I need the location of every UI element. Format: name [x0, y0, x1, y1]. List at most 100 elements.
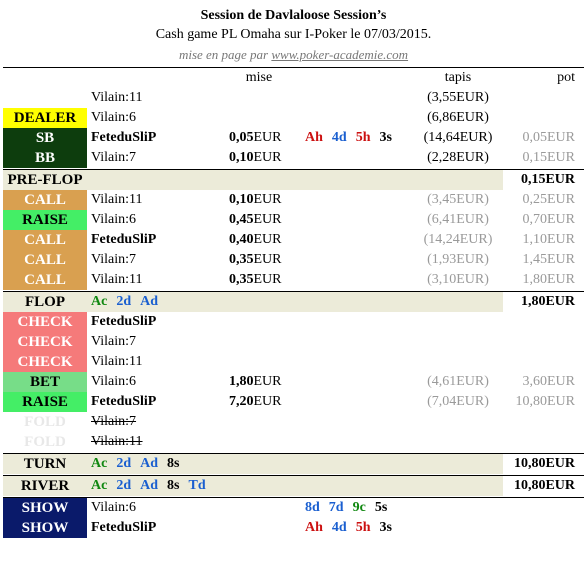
row-divider [3, 497, 584, 498]
card: 8s [167, 478, 180, 493]
street-pot: 10,80EUR [503, 476, 584, 496]
player-name: Vilain:6 [91, 374, 137, 389]
credit-link[interactable]: www.poker-academie.com [271, 47, 409, 62]
card: 7d [328, 500, 344, 515]
pot-value: 1,10EUR [522, 232, 576, 247]
card: 5h [355, 130, 371, 145]
action-badge: CHECK [3, 312, 87, 332]
table-row: CHECK FeteduSliP [3, 312, 584, 332]
stack-value: (14,64EUR) [423, 130, 493, 145]
card: 2d [116, 456, 132, 471]
table-row: FOLD Vilain:11 [3, 432, 584, 452]
bet-value: 0,05 [229, 130, 254, 145]
bet-amount: 1,80EUR [229, 372, 282, 392]
card: Ah [305, 520, 323, 535]
stack-value: (3,45EUR) [427, 192, 489, 207]
action-badge: SHOW [3, 498, 87, 518]
pot-value: 1,45EUR [522, 252, 576, 267]
row-divider [3, 169, 584, 170]
row-divider [3, 453, 584, 454]
card: 4d [331, 130, 347, 145]
street-name: PRE-FLOP [7, 172, 83, 188]
credit-prefix: mise en page par [178, 47, 272, 62]
col-mise: mise [245, 70, 273, 85]
action-badge: CHECK [3, 352, 87, 372]
player-name: FeteduSliP [91, 394, 157, 409]
player-name: FeteduSliP [91, 232, 157, 247]
stack-value: (3,10EUR) [427, 272, 489, 287]
player-name: FeteduSliP [91, 314, 157, 329]
card: 5h [355, 520, 371, 535]
hand-title: Session de Davlaloose Session’s [200, 8, 387, 23]
street-header: FLOP Ac 2d Ad 1,80EUR [3, 292, 584, 312]
card-group: Ac 2d Ad [91, 292, 167, 312]
card-group: Ah 4d 5h 3s [305, 518, 401, 538]
stack-value: (6,41EUR) [427, 212, 489, 227]
card-group: Ac 2d Ad 8s Td [91, 476, 215, 496]
player-name: Vilain:11 [91, 434, 143, 449]
table-row: SHOW FeteduSliP Ah 4d 5h 3s [3, 518, 584, 538]
bet-unit: EUR [253, 150, 282, 165]
player-name: Vilain:7 [91, 414, 137, 429]
bet-amount: 0,05EUR [229, 128, 282, 148]
player-name: FeteduSliP [91, 520, 157, 535]
table-row: CHECK Vilain:11 [3, 352, 584, 372]
card: 8s [167, 456, 180, 471]
table-row: SHOW Vilain:6 8d 7d 9c 5s [3, 498, 584, 518]
player-name: Vilain:7 [91, 150, 137, 165]
row-divider [3, 475, 584, 476]
bet-value: 1,80 [229, 374, 254, 389]
table-row: FOLD Vilain:7 [3, 412, 584, 432]
pot-value: 0,70EUR [522, 212, 576, 227]
card-group: 8d 7d 9c 5s [305, 498, 396, 518]
player-name: Vilain:11 [91, 90, 143, 105]
card: Td [188, 478, 206, 493]
card: Ac [91, 478, 108, 493]
table-row: BB Vilain:7 0,10EUR (2,28EUR) 0,15EUR [3, 148, 584, 168]
action-badge: FOLD [24, 414, 66, 430]
bet-unit: EUR [253, 394, 282, 409]
player-name: Vilain:6 [91, 500, 137, 515]
top-divider [3, 67, 584, 68]
table-row: BET Vilain:6 1,80EUR (4,61EUR) 3,60EUR [3, 372, 584, 392]
table-row: CHECK Vilain:7 [3, 332, 584, 352]
pot-value: 10,80EUR [515, 394, 576, 409]
bet-unit: EUR [253, 212, 282, 227]
col-tapis: tapis [444, 70, 472, 85]
stack-value: (2,28EUR) [427, 150, 489, 165]
bet-amount: 0,45EUR [229, 210, 282, 230]
hand-subtitle: Cash game PL Omaha sur I-Poker le 07/03/… [155, 27, 432, 42]
street-name: TURN [23, 456, 67, 472]
player-name: Vilain:11 [91, 354, 143, 369]
table-row: Vilain:11 (3,55EUR) [3, 88, 584, 108]
street-pot: 10,80EUR [503, 454, 584, 474]
card: 4d [331, 520, 347, 535]
action-badge: SB [3, 128, 87, 148]
player-name: Vilain:6 [91, 110, 137, 125]
bet-amount: 0,35EUR [229, 250, 282, 270]
bet-unit: EUR [253, 374, 282, 389]
credit-line: mise en page par www.poker-academie.com [0, 47, 587, 63]
street-header: TURN Ac 2d Ad 8s 10,80EUR [3, 454, 584, 474]
pot-value: 0,25EUR [522, 192, 576, 207]
table-row: CALL Vilain:7 0,35EUR (1,93EUR) 1,45EUR [3, 250, 584, 270]
card: Ad [140, 456, 159, 471]
table-row: RAISE FeteduSliP 7,20EUR (7,04EUR) 10,80EUR [3, 392, 584, 412]
street-header: RIVER Ac 2d Ad 8s Td 10,80EUR [3, 476, 584, 496]
stack-value: (7,04EUR) [427, 394, 489, 409]
bet-value: 0,10 [229, 150, 254, 165]
player-name: FeteduSliP [91, 130, 157, 145]
stack-value: (3,55EUR) [427, 90, 489, 105]
column-headers: mise tapis pot [3, 68, 584, 88]
action-badge: DEALER [3, 108, 87, 128]
table-row: DEALER Vilain:6 (6,86EUR) [3, 108, 584, 128]
action-badge: SHOW [3, 518, 87, 538]
card-group: Ah 4d 5h 3s [305, 128, 401, 148]
action-badge: CALL [3, 190, 87, 210]
player-name: Vilain:11 [91, 272, 143, 287]
bet-unit: EUR [253, 272, 282, 287]
pot-value: 0,05EUR [522, 130, 576, 145]
card: Ad [140, 478, 159, 493]
card: Ac [91, 456, 108, 471]
bet-amount: 0,10EUR [229, 190, 282, 210]
